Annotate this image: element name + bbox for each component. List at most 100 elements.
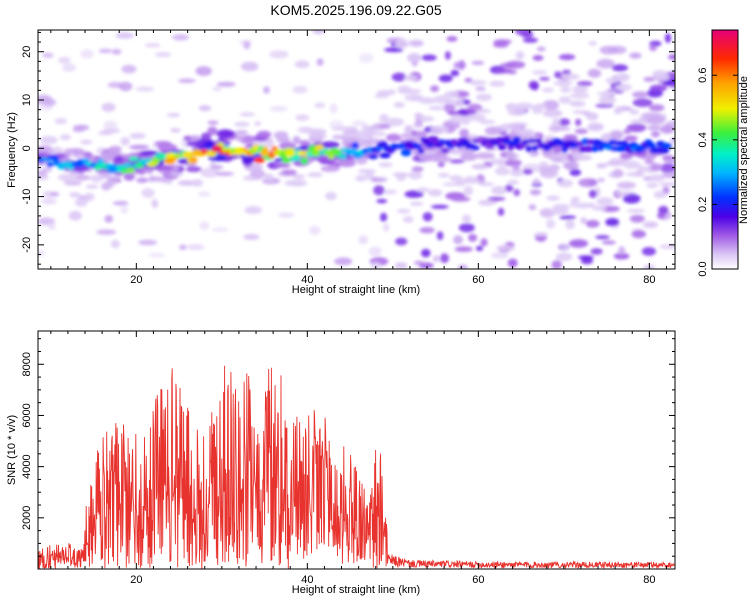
heatmap-halo-cell — [215, 171, 234, 176]
heatmap-noise-cell — [51, 146, 64, 156]
heatmap-peak-cell — [310, 150, 321, 157]
heatmap-noise-cell — [574, 128, 589, 135]
heatmap-halo-cell — [637, 167, 650, 172]
heatmap-noise-cell — [430, 204, 449, 209]
heatmap-ridge-cell — [339, 154, 347, 160]
heatmap-halo-cell — [403, 75, 418, 81]
heatmap-halo-cell — [216, 129, 234, 139]
y-tick-label: 6000 — [21, 403, 33, 427]
heatmap-halo-cell — [476, 108, 492, 114]
heatmap-ridge-cell — [123, 162, 132, 168]
heatmap-halo-cell — [153, 164, 174, 171]
heatmap-ridge-cell — [328, 154, 335, 160]
heatmap-halo-cell — [386, 133, 401, 142]
heatmap-ridge-cell — [368, 154, 379, 160]
heatmap-ridge-cell — [351, 142, 359, 149]
heatmap-halo-cell — [553, 126, 571, 131]
heatmap-noise-cell — [186, 244, 205, 251]
heatmap-ridge-cell — [290, 156, 300, 162]
heatmap-noise-cell — [587, 68, 602, 78]
heatmap-ridge-cell — [376, 141, 389, 148]
heatmap-halo-cell — [120, 136, 130, 146]
heatmap-halo-cell — [414, 130, 428, 138]
colorbar-ticks: 0.0 0.2 0.4 0.6 — [697, 68, 738, 277]
heatmap-halo-cell — [200, 132, 212, 142]
heatmap-noise-cell — [475, 245, 484, 252]
heatmap-halo-cell — [355, 175, 367, 182]
heatmap-noise-cell — [118, 81, 133, 92]
y-tick-label: 2000 — [21, 506, 33, 530]
heatmap-noise-cell — [539, 76, 550, 81]
heatmap-noise-cell — [101, 102, 116, 113]
heatmap-halo-cell — [550, 207, 569, 215]
heatmap-halo-cell — [451, 150, 462, 155]
heatmap-noise-cell — [269, 50, 289, 59]
heatmap-halo-cell — [571, 85, 589, 94]
heatmap-halo-cell — [515, 51, 525, 60]
heatmap-noise-cell — [458, 223, 475, 233]
heatmap-noise-cell — [632, 98, 653, 107]
heatmap-noise-cell — [529, 189, 542, 196]
heatmap-noise-cell — [121, 64, 137, 74]
heatmap-noise-cell — [505, 60, 526, 69]
y-tick-label: -10 — [21, 189, 33, 205]
heatmap-halo-cell — [284, 180, 302, 187]
heatmap-noise-cell — [487, 196, 506, 201]
heatmap-noise-cell — [660, 163, 675, 174]
heatmap-halo-cell — [273, 131, 289, 140]
heatmap-halo-cell — [207, 120, 219, 125]
heatmap-halo-cell — [557, 179, 574, 188]
heatmap-noise-cell — [613, 253, 630, 260]
heatmap-noise-cell — [62, 63, 77, 72]
heatmap-noise-cell — [111, 48, 122, 55]
heatmap-noise-cell — [428, 189, 443, 197]
heatmap-noise-cell — [631, 230, 647, 239]
spectrogram-x-axis-label: Height of straight line (km) — [292, 284, 420, 296]
heatmap-noise-cell — [668, 54, 675, 60]
heatmap-halo-cell — [542, 109, 563, 118]
heatmap-ridge-cell — [300, 157, 309, 165]
figure-title: KOM5.2025.196.09.22.G05 — [270, 2, 441, 18]
heatmap-peak-cell — [191, 150, 202, 157]
heatmap-halo-cell — [514, 128, 535, 136]
heatmap-noise-cell — [148, 252, 166, 258]
heatmap-noise-cell — [438, 74, 453, 83]
heatmap-halo-cell — [273, 162, 291, 168]
heatmap-halo-cell — [297, 126, 315, 134]
heatmap-noise-cell — [211, 227, 229, 233]
heatmap-ridge-cell — [497, 144, 507, 151]
heatmap-noise-cell — [530, 82, 539, 91]
heatmap-noise-cell — [616, 181, 637, 189]
heatmap-noise-cell — [578, 178, 598, 188]
heatmap-noise-cell — [112, 201, 129, 206]
heatmap-halo-cell — [663, 158, 675, 163]
heatmap-noise-cell — [451, 196, 471, 202]
heatmap-noise-cell — [151, 198, 159, 209]
heatmap-ridge-cell — [591, 145, 599, 152]
heatmap-noise-cell — [38, 250, 46, 257]
heatmap-halo-cell — [560, 86, 571, 93]
snr-y-axis-label: SNR (10 * v/v) — [6, 415, 18, 485]
heatmap-halo-cell — [64, 180, 82, 186]
heatmap-noise-cell — [532, 178, 541, 185]
heatmap-noise-cell — [294, 60, 310, 69]
colorbar-tick-label: 0.0 — [697, 261, 709, 276]
y-tick-label: 0 — [21, 145, 33, 151]
heatmap-noise-cell — [269, 105, 288, 112]
heatmap-noise-cell — [551, 260, 562, 269]
spectrogram-y-axis-label: Frequency (Hz) — [6, 112, 18, 188]
heatmap-halo-cell — [185, 140, 206, 147]
heatmap-peak-cell — [212, 145, 223, 152]
heatmap-noise-cell — [407, 53, 422, 63]
heatmap-noise-cell — [395, 237, 408, 246]
heatmap-noise-cell — [599, 45, 619, 55]
heatmap-halo-cell — [505, 151, 516, 160]
heatmap-ridge-cell — [533, 138, 543, 143]
heatmap-halo-cell — [72, 153, 87, 158]
heatmap-halo-cell — [413, 122, 424, 128]
colorbar-gradient — [711, 29, 739, 270]
heatmap-halo-cell — [129, 132, 146, 140]
heatmap-noise-cell — [598, 95, 616, 105]
heatmap-noise-cell — [555, 252, 573, 262]
heatmap-halo-cell — [307, 172, 323, 178]
